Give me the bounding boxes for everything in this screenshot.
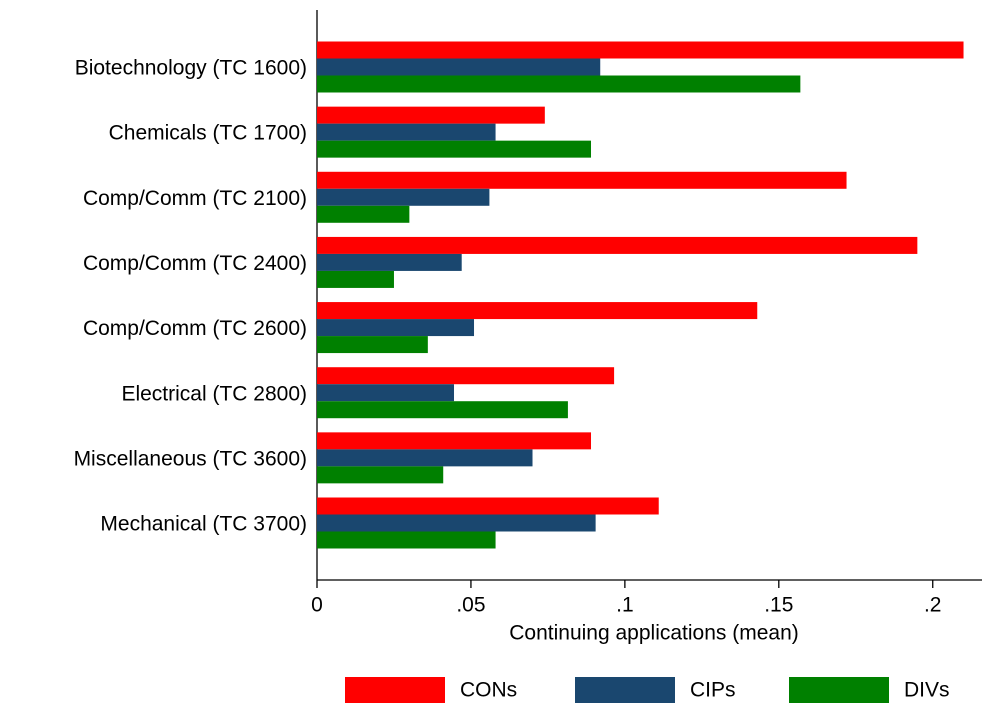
bar [317, 75, 801, 93]
legend-swatch [575, 677, 675, 703]
bar [317, 432, 592, 450]
y-tick-label: Biotechnology (TC 1600) [75, 57, 307, 80]
x-tick-label: 0 [311, 594, 323, 617]
legend-label: DIVs [904, 679, 950, 702]
legend-swatch [345, 677, 445, 703]
bar [317, 449, 533, 467]
bar [317, 319, 475, 337]
bar [317, 367, 615, 385]
y-tick-label: Comp/Comm (TC 2400) [83, 252, 307, 275]
bar [317, 514, 596, 532]
bar [317, 188, 490, 206]
bar [317, 531, 496, 549]
bar [317, 205, 410, 223]
bar [317, 140, 592, 158]
y-tick-label: Comp/Comm (TC 2100) [83, 187, 307, 210]
x-axis-title: Continuing applications (mean) [509, 622, 799, 645]
bar [317, 302, 758, 320]
bar [317, 106, 545, 124]
y-tick-label: Mechanical (TC 3700) [100, 513, 307, 536]
y-tick-label: Chemicals (TC 1700) [109, 122, 307, 145]
bar [317, 58, 601, 76]
bar [317, 236, 918, 254]
bar [317, 253, 462, 271]
legend-swatch [789, 677, 889, 703]
bar [317, 270, 394, 288]
bar [317, 497, 659, 515]
bar [317, 384, 455, 402]
x-tick-label: .15 [764, 594, 793, 617]
x-tick-label: .1 [616, 594, 634, 617]
bar [317, 171, 847, 189]
bar [317, 336, 428, 354]
x-tick-label: .2 [924, 594, 942, 617]
bar [317, 41, 964, 59]
x-tick-label: .05 [456, 594, 485, 617]
bar [317, 123, 496, 141]
legend-label: CONs [460, 679, 517, 702]
y-tick-label: Comp/Comm (TC 2600) [83, 317, 307, 340]
bar [317, 401, 568, 419]
legend-label: CIPs [690, 679, 736, 702]
y-tick-label: Miscellaneous (TC 3600) [74, 447, 307, 470]
bar [317, 466, 444, 484]
y-tick-label: Electrical (TC 2800) [121, 382, 307, 405]
